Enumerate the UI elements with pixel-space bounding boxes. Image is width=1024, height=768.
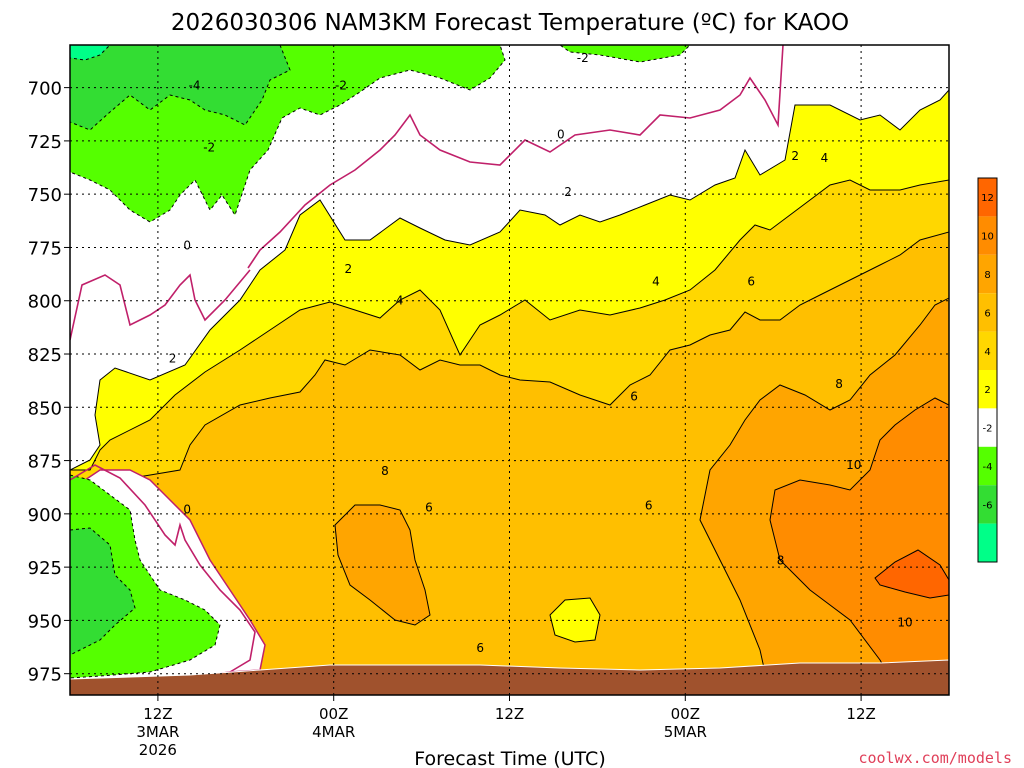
contour-label: 2 [169,351,177,365]
contour-label: 8 [381,464,389,478]
region-minus6-upper [70,45,111,61]
y-tick-label: 875 [28,452,62,473]
y-tick-label: 750 [28,185,62,206]
x-tick-date: 5MAR [664,723,707,741]
contour-label: 2 [345,262,353,276]
x-tick-year: 2026 [139,741,177,759]
contour-label: 0 [557,128,565,142]
colorbar: 12 10 8 6 4 2 -2 -4 -6 [977,177,998,563]
colorbar-bin [978,446,997,486]
colorbar-bin [978,408,997,447]
colorbar-tick-label: 6 [984,308,990,319]
colorbar-tick-label: -4 [983,462,993,473]
colorbar-tick-label: 12 [981,193,994,204]
contour-label: 6 [425,500,433,514]
colorbar-tick-label: 4 [984,347,990,358]
y-tick-label: 800 [28,292,62,313]
contour-zero-lower [70,464,256,673]
y-tick-label: 975 [28,665,62,686]
contour-label: 8 [777,554,785,568]
y-tick-label: 925 [28,558,62,579]
x-tick-label: 12Z [495,705,524,723]
y-tick-label: 725 [28,132,62,153]
contour-zero-left [70,269,251,341]
colorbar-bin [978,331,997,370]
contour-label: 6 [476,641,484,655]
colorbar-tick-label: -2 [983,424,993,435]
x-tick-label: 12Z [143,705,172,723]
colorbar-bin [978,216,997,255]
y-axis: 700 725 750 775 800 825 850 875 900 925 950 975 [28,79,70,686]
contour-label: -2 [335,78,347,92]
colorbar-bin [978,485,997,524]
colorbar-bin [978,370,997,409]
credit-text: coolwx.com/models [858,749,1012,767]
region-12to14 [874,549,949,599]
x-tick-date: 4MAR [312,723,355,741]
chart-title: 2026030306 NAM3KM Forecast Temperature (… [171,10,849,36]
colorbar-tick-label: 2 [984,385,990,396]
colorbar-bin [978,523,997,562]
colorbar-tick-label: 10 [981,232,994,243]
contour-label: 6 [630,390,638,404]
contour-label: 10 [897,616,912,630]
y-tick-label: 825 [28,345,62,366]
region-8to10-left [334,504,431,626]
x-tick-label: 12Z [846,705,875,723]
colorbar-tick-label: 8 [984,270,990,281]
contour-label: 2 [791,149,799,163]
contour-label: 10 [846,458,861,472]
colorbar-bin [978,293,997,332]
contour-label: 4 [821,151,829,165]
x-axis-title: Forecast Time (UTC) [414,748,605,768]
contour-label: 4 [652,275,660,289]
contour-label: -2 [203,140,215,154]
contour-label: 2 [564,185,572,199]
y-tick-label: 775 [28,238,62,259]
y-tick-label: 950 [28,611,62,632]
colorbar-bin [978,254,997,294]
y-tick-label: 900 [28,505,62,526]
contour-label: 4 [396,294,404,308]
contour-label: 6 [747,275,755,289]
contour-zero-upper [247,45,784,269]
grid [70,45,949,695]
contour-label: 0 [183,238,191,252]
contour-label: 0 [183,503,191,517]
colorbar-frame [977,177,998,563]
contour-labels: -2 -4 -2 -2 0 0 2 2 4 2 4 4 6 2 6 8 8 6 0 6 10 8 10 6 [169,51,913,655]
x-tick-date: 3MAR [136,723,179,741]
x-tick-label: 00Z [319,705,348,723]
contour-label: 8 [835,377,843,391]
contour-label: 6 [645,498,653,512]
contour-label: -2 [577,51,589,65]
region-minus2-top-right [559,45,691,63]
x-tick-label: 00Z [671,705,700,723]
colorbar-tick-label: -6 [983,500,993,511]
region-minus4-lower-left [70,527,136,656]
colorbar-bin [978,178,997,217]
ground-terrain [70,659,949,695]
y-tick-label: 700 [28,79,62,100]
contour-label: -4 [189,78,201,92]
y-tick-label: 850 [28,398,62,419]
